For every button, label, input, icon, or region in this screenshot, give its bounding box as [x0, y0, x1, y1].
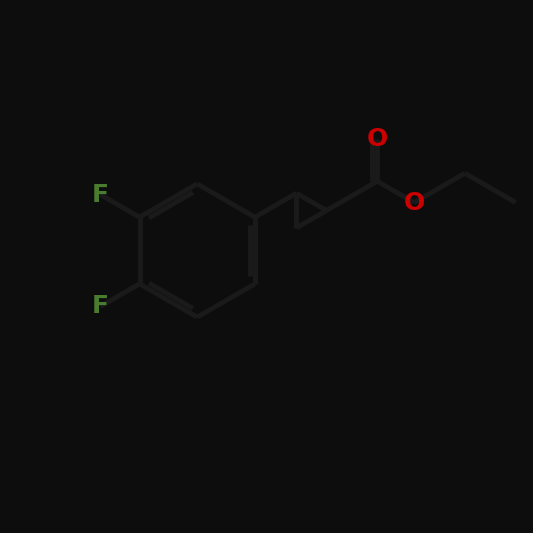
- Text: O: O: [367, 126, 388, 151]
- Text: F: F: [92, 294, 109, 319]
- Text: F: F: [92, 182, 109, 207]
- Text: O: O: [403, 190, 425, 215]
